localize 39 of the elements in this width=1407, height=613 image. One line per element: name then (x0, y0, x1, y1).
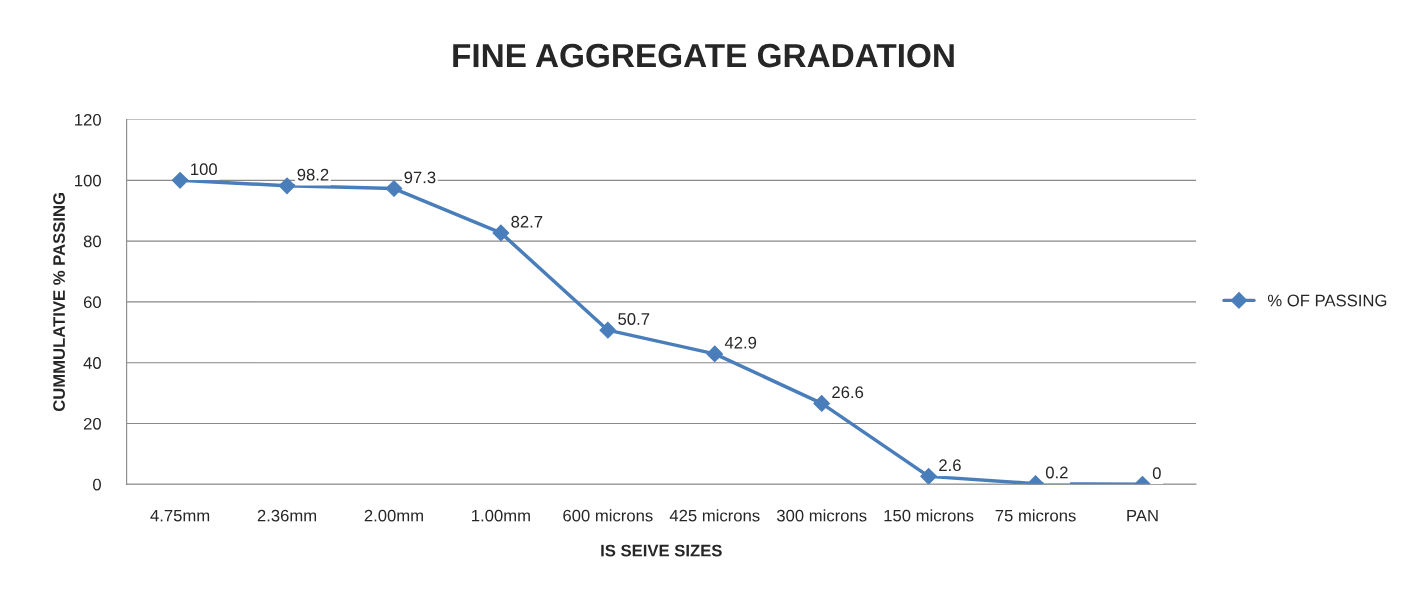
x-tick-label: 75 microns (995, 509, 1076, 522)
x-tick-label: 2.00mm (364, 509, 423, 522)
data-label: 98.2 (297, 168, 329, 181)
x-axis-title: IS SEIVE SIZES (601, 544, 722, 557)
y-axis-title: CUMMULATIVE % PASSING (53, 193, 65, 412)
point (171, 171, 189, 189)
y-tick-label: 120 (75, 113, 101, 126)
data-label: 100 (191, 163, 217, 176)
data-label: 97.3 (404, 171, 436, 184)
data-label: 0.2 (1045, 466, 1068, 479)
x-tick-label: 1.00mm (472, 509, 530, 522)
data-label: 82.7 (511, 215, 543, 228)
point (599, 321, 617, 339)
x-tick-label: 425 microns (669, 509, 760, 522)
y-tick-label: 40 (83, 357, 101, 369)
point (278, 177, 296, 195)
x-tick-label: 4.75mm (150, 509, 210, 522)
x-tick-label: 150 microns (884, 509, 974, 522)
y-tick-label: 80 (83, 235, 101, 248)
data-label: 42.9 (724, 336, 757, 349)
x-tick-label: 2.36mm (257, 509, 317, 522)
point (813, 395, 831, 412)
x-tick-label: PAN (1127, 509, 1158, 522)
data-label: 26.6 (832, 386, 864, 399)
data-label: 2.6 (939, 459, 961, 472)
point (492, 224, 510, 242)
x-tick-label: 600 microns (563, 509, 653, 522)
point (920, 467, 937, 485)
data-label: 0 (1152, 467, 1161, 480)
chart-title: FINE AGGREGATE GRADATION (453, 43, 954, 68)
y-tick-label: 100 (75, 174, 101, 187)
point (706, 345, 724, 363)
legend-label: % OF PASSING (1267, 294, 1387, 307)
point (385, 180, 403, 197)
y-tick-label: 0 (93, 478, 101, 491)
y-tick-label: 20 (83, 417, 101, 430)
data-label: 50.7 (618, 313, 650, 325)
y-tick-label: 60 (83, 296, 101, 309)
x-tick-label: 300 microns (776, 509, 867, 522)
